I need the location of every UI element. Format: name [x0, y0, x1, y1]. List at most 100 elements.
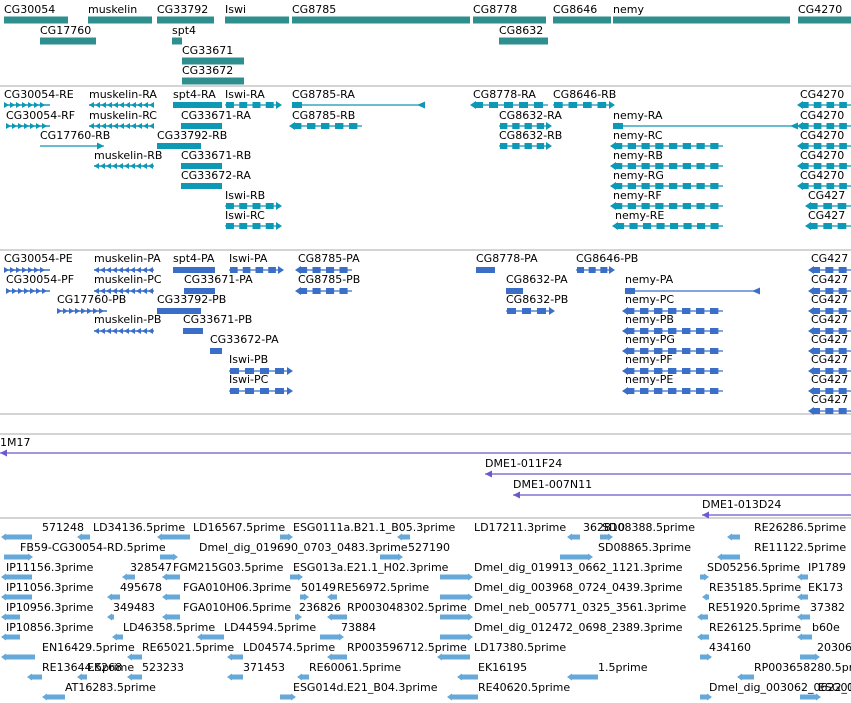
feature-glyph[interactable]: [470, 101, 548, 109]
feature-glyph[interactable]: [183, 328, 203, 334]
feature-glyph[interactable]: [327, 613, 347, 621]
est-ip1789[interactable]: IP1789: [797, 561, 846, 581]
est-ip10856-3prime[interactable]: IP10856.3prime: [1, 621, 94, 641]
est-dmel-neb-005771-0325-3561-3prime[interactable]: Dmel_neb_005771_0325_3561.3prime: [440, 601, 686, 621]
transcript-iswi-rc[interactable]: Iswi-RC: [225, 209, 282, 230]
feature-glyph[interactable]: [162, 593, 180, 601]
feature-glyph[interactable]: [808, 287, 851, 295]
feature-glyph[interactable]: [800, 653, 820, 661]
feature-glyph[interactable]: [1, 593, 32, 601]
est-ld17380-5prime[interactable]: LD17380.5prime: [437, 641, 566, 661]
est-en16429-5prime[interactable]: EN16429.5prime: [1, 641, 135, 661]
feature-glyph[interactable]: [122, 573, 135, 581]
feature-glyph[interactable]: [447, 693, 478, 701]
feature-glyph[interactable]: [567, 533, 580, 541]
clone-dme1-011f24[interactable]: DME1-011F24: [485, 457, 851, 478]
feature-glyph[interactable]: [127, 653, 142, 661]
feature-glyph[interactable]: [797, 101, 851, 109]
gene-cg30054[interactable]: CG30054: [4, 3, 68, 24]
est-fga010h06-3prime[interactable]: FGA010H06.3prime: [162, 581, 291, 601]
feature-glyph[interactable]: [797, 182, 851, 190]
feature-glyph[interactable]: [225, 101, 282, 109]
transcript-nemy-rf[interactable]: nemy-RF: [610, 189, 723, 210]
protein-spt4-pa[interactable]: spt4-PA: [173, 252, 215, 273]
feature-glyph[interactable]: [290, 573, 303, 581]
feature-glyph[interactable]: [184, 288, 215, 294]
feature-glyph[interactable]: [610, 202, 723, 210]
est-1-5prime[interactable]: 1.5prime: [567, 661, 648, 681]
protein-muskelin-pb[interactable]: muskelin-PB: [94, 313, 161, 334]
protein-nemy-pf[interactable]: nemy-PF: [622, 353, 723, 375]
gene-cg33672[interactable]: CG33672: [182, 64, 244, 85]
feature-glyph[interactable]: [229, 266, 284, 274]
feature-glyph[interactable]: [576, 266, 615, 274]
est-esg0111a-b21-1-b05-3prime[interactable]: ESG0111a.B21.1_B05.3prime: [280, 521, 456, 541]
protein-cg8785-pa[interactable]: CG8785-PA: [295, 252, 360, 274]
feature-glyph[interactable]: [88, 16, 152, 24]
feature-glyph[interactable]: [622, 347, 723, 355]
protein-iswi-pb[interactable]: Iswi-PB: [229, 353, 293, 375]
transcript-cg30054-re[interactable]: CG30054-RE: [4, 88, 74, 108]
feature-glyph[interactable]: [297, 673, 309, 681]
est-rp003658280-5prime[interactable]: RP003658280.5prime: [737, 661, 851, 681]
feature-glyph[interactable]: [625, 287, 760, 295]
feature-glyph[interactable]: [808, 307, 851, 315]
feature-glyph[interactable]: [805, 222, 851, 230]
feature-glyph[interactable]: [610, 182, 723, 190]
est-fga010h06-5prime[interactable]: FGA010H06.5prime: [162, 601, 291, 621]
feature-glyph[interactable]: [94, 328, 154, 334]
feature-glyph[interactable]: [173, 102, 222, 108]
feature-glyph[interactable]: [805, 202, 851, 210]
protein-cg427[interactable]: CG427: [808, 393, 851, 415]
est-ip11156-3prime[interactable]: IP11156.3prime: [1, 561, 94, 581]
gene-cg4270[interactable]: CG4270: [798, 3, 851, 24]
est-dmel-dig-003062-0622-0429-3prime[interactable]: Dmel_dig_003062_0622_0429.3prime: [700, 681, 851, 701]
transcript-cg30054-rf[interactable]: CG30054-RF: [6, 109, 75, 129]
feature-glyph[interactable]: [280, 693, 296, 701]
est-re40620-5prime[interactable]: RE40620.5prime: [447, 681, 570, 701]
feature-glyph[interactable]: [292, 16, 470, 24]
est-rp003048302-5prime[interactable]: RP003048302.5prime: [327, 601, 467, 621]
est-ld44594-5prime[interactable]: LD44594.5prime: [197, 621, 316, 641]
feature-glyph[interactable]: [229, 367, 293, 375]
feature-glyph[interactable]: [437, 653, 470, 661]
feature-glyph[interactable]: [4, 16, 68, 24]
est-dmel-dig-019690-0703-0483-3prime[interactable]: Dmel_dig_019690_0703_0483.3prime: [160, 541, 408, 561]
feature-glyph[interactable]: [225, 16, 289, 24]
transcript-cg4270[interactable]: CG4270: [797, 149, 851, 170]
feature-glyph[interactable]: [808, 347, 851, 355]
transcript-muskelin-ra[interactable]: muskelin-RA: [89, 88, 157, 108]
feature-glyph[interactable]: [4, 553, 33, 561]
transcript-nemy-re[interactable]: nemy-RE: [612, 209, 723, 230]
est-362810[interactable]: 362810: [567, 521, 625, 541]
feature-glyph[interactable]: [610, 142, 723, 150]
feature-glyph[interactable]: [327, 593, 337, 601]
transcript-cg8778-ra[interactable]: CG8778-RA: [470, 88, 548, 109]
protein-cg427[interactable]: CG427: [808, 252, 851, 274]
feature-glyph[interactable]: [700, 573, 709, 581]
gene-cg33792[interactable]: CG33792: [157, 3, 214, 24]
est-ek16195[interactable]: EK16195: [457, 661, 527, 681]
feature-glyph[interactable]: [42, 693, 65, 701]
clone-dme1-013d24[interactable]: DME1-013D24: [702, 498, 851, 519]
gene-cg17760[interactable]: CG17760: [40, 24, 96, 45]
feature-glyph[interactable]: [173, 267, 215, 273]
protein-nemy-pe[interactable]: nemy-PE: [622, 373, 723, 395]
est-ld04574-5prime[interactable]: LD04574.5prime: [227, 641, 335, 661]
feature-glyph[interactable]: [280, 533, 293, 541]
feature-glyph[interactable]: [0, 449, 851, 457]
est-236826[interactable]: 236826: [295, 601, 341, 621]
transcript-cg8646-rb[interactable]: CG8646-RB: [553, 88, 616, 109]
feature-glyph[interactable]: [40, 37, 96, 45]
feature-glyph[interactable]: [1, 573, 32, 581]
feature-glyph[interactable]: [808, 266, 851, 274]
transcript-cg8785-ra[interactable]: CG8785-RA: [292, 88, 425, 109]
feature-glyph[interactable]: [600, 533, 613, 541]
feature-glyph[interactable]: [300, 593, 309, 601]
feature-glyph[interactable]: [397, 533, 410, 541]
protein-nemy-pb[interactable]: nemy-PB: [622, 313, 723, 335]
feature-glyph[interactable]: [440, 613, 473, 621]
feature-glyph[interactable]: [225, 222, 282, 230]
feature-glyph[interactable]: [700, 653, 712, 661]
feature-glyph[interactable]: [6, 123, 50, 129]
